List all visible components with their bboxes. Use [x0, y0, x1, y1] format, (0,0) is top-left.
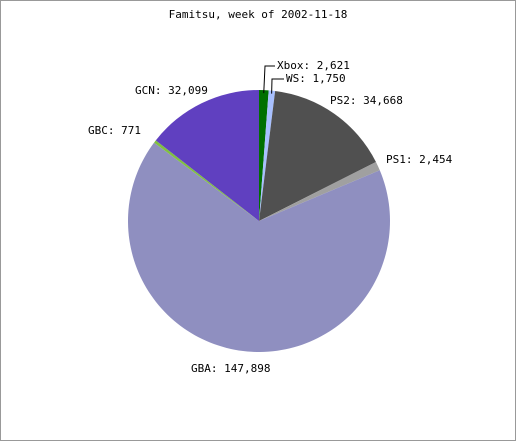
pie-slice: [259, 162, 380, 221]
slice-label: PS2: 34,668: [330, 94, 403, 107]
label-value: 2,621: [317, 59, 350, 72]
label-name: GBA: [191, 362, 211, 375]
label-value: 34,668: [363, 94, 403, 107]
pie-slice: [155, 90, 259, 221]
pie-slice: [127, 142, 390, 352]
label-sep: :: [299, 72, 312, 85]
leader-line: [263, 65, 275, 94]
label-value: 771: [121, 124, 141, 137]
label-sep: :: [108, 124, 121, 137]
chart-title: Famitsu, week of 2002-11-18: [169, 8, 348, 21]
label-name: WS: [286, 72, 299, 85]
slice-label: WS: 1,750: [286, 72, 346, 85]
label-sep: :: [211, 362, 224, 375]
label-name: PS1: [386, 153, 406, 166]
label-name: GCN: [135, 84, 155, 97]
label-value: 1,750: [313, 72, 346, 85]
pie-slice: [259, 90, 276, 221]
pie-slice: [259, 90, 376, 221]
label-name: PS2: [330, 94, 350, 107]
label-value: 2,454: [419, 153, 452, 166]
slice-label: PS1: 2,454: [386, 153, 453, 166]
label-sep: :: [350, 94, 363, 107]
label-sep: :: [155, 84, 168, 97]
leader-line: [271, 78, 284, 94]
label-sep: :: [304, 59, 317, 72]
label-sep: :: [406, 153, 419, 166]
slice-label: GBC: 771: [88, 124, 141, 137]
slice-label: GCN: 32,099: [135, 84, 208, 97]
label-name: Xbox: [277, 59, 304, 72]
label-value: 147,898: [224, 362, 270, 375]
pie-slice: [154, 140, 259, 221]
label-name: GBC: [88, 124, 108, 137]
slice-label: Xbox: 2,621: [277, 59, 350, 72]
label-value: 32,099: [168, 84, 208, 97]
slice-label: GBA: 147,898: [191, 362, 270, 375]
pie-slice: [259, 90, 269, 221]
